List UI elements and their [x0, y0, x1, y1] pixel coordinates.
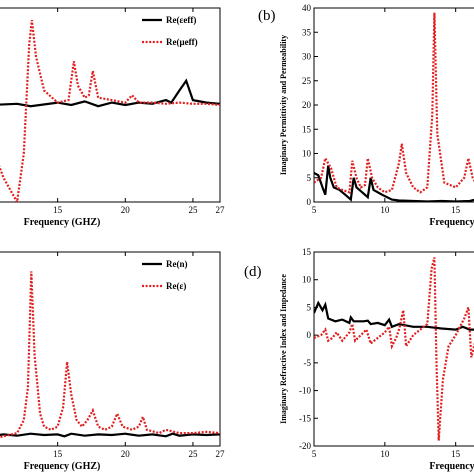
y-axis-label: Imaginary Permittivity and Permeability [279, 35, 288, 175]
x-tick-label: 25 [188, 449, 198, 459]
x-tick-label: 27 [216, 205, 226, 215]
y-tick-label: -15 [299, 413, 311, 423]
plot-frame [313, 251, 474, 447]
x-tick-label: 20 [121, 449, 131, 459]
x-axis-label: Frequency (GHZ) [24, 217, 101, 228]
y-tick-label: 15 [302, 124, 312, 134]
y-tick-label: 20 [302, 100, 312, 110]
y-axis-label: Imaginary Refractive Index and Impedance [279, 274, 288, 424]
legend-entry: Re(εeff) [166, 15, 196, 25]
y-tick-label: 5 [307, 173, 312, 183]
x-tick-label: 20 [121, 205, 131, 215]
x-tick-label: 15 [451, 205, 461, 215]
series-line-solid [314, 300, 474, 331]
plot-frame [0, 251, 221, 447]
series-line-dotted [314, 257, 474, 441]
plot-frame [313, 7, 474, 203]
x-axis-label: Frequency [429, 461, 474, 472]
panel-d: 5 10 15 -20 -15 -10 -5 0 5 10 15 Frequency Imaginary… [244, 247, 474, 472]
x-tick-label: 15 [451, 449, 461, 459]
x-tick-label: 5 [312, 205, 317, 215]
panel-b: 5 10 150510152025303540FrequencyImaginary … [258, 3, 474, 228]
x-tick-label: 27 [216, 449, 226, 459]
y-tick-label: 25 [302, 76, 312, 86]
panel-c: 15 20 25 27 Frequency (GHZ) Re(n) Re(ε) [0, 251, 226, 472]
y-tick-label: -10 [299, 386, 311, 396]
series-line-dotted [314, 12, 474, 194]
y-tick-label: 35 [302, 27, 312, 37]
y-tick-label: 15 [302, 247, 312, 257]
y-tick-label: 0 [307, 330, 312, 340]
y-tick-label: -20 [299, 441, 311, 451]
x-tick-label: 5 [312, 449, 317, 459]
y-tick-label: -5 [304, 358, 312, 368]
y-tick-label: 10 [302, 275, 312, 285]
series-line-dotted [0, 271, 220, 439]
series-line-solid [0, 78, 220, 108]
x-axis-label: Frequency [429, 217, 474, 228]
y-tick-label: 40 [302, 3, 312, 13]
panel-a: 15 20 25 27 Frequency (GHZ) Re(εeff) Re(μeff) [0, 7, 226, 228]
legend-entry: Re(μeff) [166, 37, 198, 47]
y-tick-label: 10 [302, 149, 312, 159]
series-line-dotted [0, 19, 220, 202]
legend-entry: Re(ε) [166, 281, 186, 291]
x-tick-label: 25 [188, 205, 198, 215]
panel-label: (d) [244, 264, 262, 280]
series-line-solid [314, 165, 474, 202]
y-tick-label: 0 [307, 197, 312, 207]
x-tick-label: 10 [380, 205, 390, 215]
x-axis-label: Frequency (GHZ) [24, 461, 101, 472]
panel-label: (b) [258, 8, 276, 24]
x-tick-label: 10 [380, 449, 390, 459]
y-tick-label: 5 [307, 302, 312, 312]
series-line-solid [0, 432, 220, 438]
y-tick-label: 30 [302, 52, 312, 62]
x-tick-label: 15 [53, 449, 63, 459]
x-tick-label: 15 [53, 205, 63, 215]
legend-entry: Re(n) [166, 259, 188, 269]
